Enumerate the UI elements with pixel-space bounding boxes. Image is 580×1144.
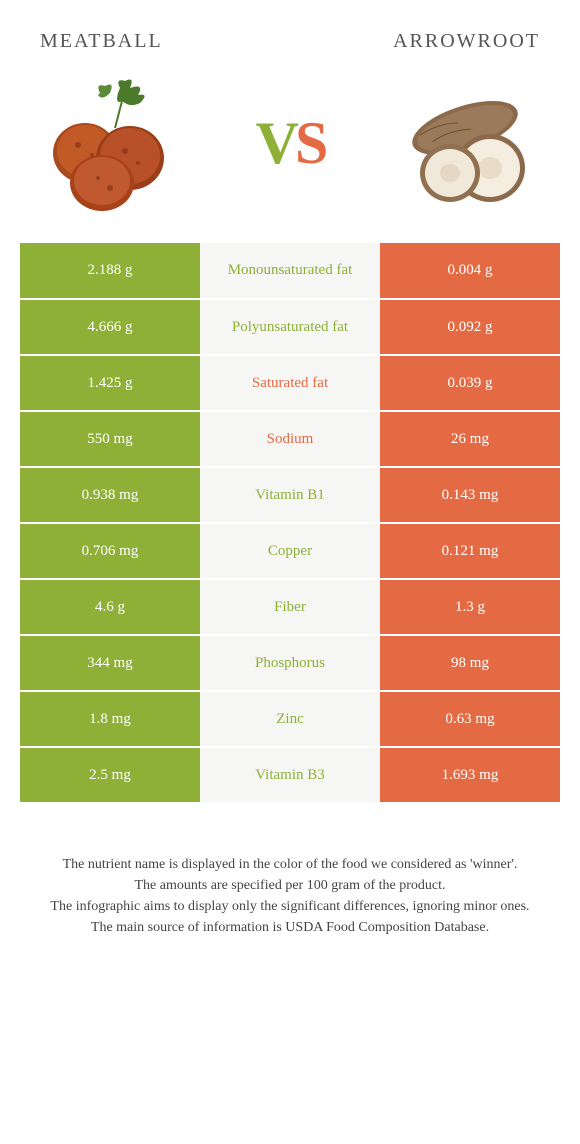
- table-row: 344 mgPhosphorus98 mg: [20, 635, 560, 691]
- table-row: 550 mgSodium26 mg: [20, 411, 560, 467]
- footnote-line: The infographic aims to display only the…: [30, 896, 550, 917]
- table-row: 0.706 mgCopper0.121 mg: [20, 523, 560, 579]
- nutrient-label-cell: Polyunsaturated fat: [200, 299, 380, 355]
- right-value-cell: 26 mg: [380, 411, 560, 467]
- right-value-cell: 0.092 g: [380, 299, 560, 355]
- arrowroot-icon: [406, 90, 525, 202]
- right-value-cell: 1.693 mg: [380, 747, 560, 803]
- table-row: 1.425 gSaturated fat0.039 g: [20, 355, 560, 411]
- table-row: 4.6 gFiber1.3 g: [20, 579, 560, 635]
- table-row: 2.5 mgVitamin B31.693 mg: [20, 747, 560, 803]
- table-row: 2.188 gMonounsaturated fat0.004 g: [20, 243, 560, 299]
- right-value-cell: 0.143 mg: [380, 467, 560, 523]
- right-value-cell: 98 mg: [380, 635, 560, 691]
- footnote-line: The nutrient name is displayed in the co…: [30, 854, 550, 875]
- left-value-cell: 2.188 g: [20, 243, 200, 299]
- table-row: 1.8 mgZinc0.63 mg: [20, 691, 560, 747]
- left-value-cell: 2.5 mg: [20, 747, 200, 803]
- right-value-cell: 0.004 g: [380, 243, 560, 299]
- nutrient-label-cell: Vitamin B1: [200, 467, 380, 523]
- footnote-block: The nutrient name is displayed in the co…: [0, 804, 580, 938]
- food-right-title: Arrowroot: [393, 30, 540, 53]
- parsley-icon: [98, 80, 145, 128]
- left-value-cell: 1.425 g: [20, 355, 200, 411]
- nutrient-label-cell: Saturated fat: [200, 355, 380, 411]
- left-value-cell: 4.666 g: [20, 299, 200, 355]
- nutrient-label-cell: Zinc: [200, 691, 380, 747]
- header-row: Meatball Arrowroot: [0, 0, 580, 63]
- vs-v: V: [256, 109, 295, 178]
- left-value-cell: 344 mg: [20, 635, 200, 691]
- comparison-table: 2.188 gMonounsaturated fat0.004 g4.666 g…: [20, 243, 560, 804]
- nutrient-label-cell: Copper: [200, 523, 380, 579]
- vs-s: S: [295, 109, 324, 178]
- arrowroot-image: [390, 73, 550, 213]
- table-row: 0.938 mgVitamin B10.143 mg: [20, 467, 560, 523]
- right-value-cell: 1.3 g: [380, 579, 560, 635]
- nutrient-label-cell: Monounsaturated fat: [200, 243, 380, 299]
- right-value-cell: 0.63 mg: [380, 691, 560, 747]
- nutrient-label-cell: Fiber: [200, 579, 380, 635]
- images-row: VS: [0, 63, 580, 243]
- table-row: 4.666 gPolyunsaturated fat0.092 g: [20, 299, 560, 355]
- footnote-line: The amounts are specified per 100 gram o…: [30, 875, 550, 896]
- nutrient-label-cell: Sodium: [200, 411, 380, 467]
- right-value-cell: 0.121 mg: [380, 523, 560, 579]
- left-value-cell: 1.8 mg: [20, 691, 200, 747]
- nutrient-label-cell: Vitamin B3: [200, 747, 380, 803]
- meatballs-icon: [53, 123, 164, 211]
- left-value-cell: 550 mg: [20, 411, 200, 467]
- food-left-title: Meatball: [40, 30, 163, 53]
- nutrient-label-cell: Phosphorus: [200, 635, 380, 691]
- footnote-line: The main source of information is USDA F…: [30, 917, 550, 938]
- right-value-cell: 0.039 g: [380, 355, 560, 411]
- left-value-cell: 0.706 mg: [20, 523, 200, 579]
- left-value-cell: 4.6 g: [20, 579, 200, 635]
- left-value-cell: 0.938 mg: [20, 467, 200, 523]
- vs-label: VS: [256, 109, 325, 178]
- meatball-image: [30, 73, 190, 213]
